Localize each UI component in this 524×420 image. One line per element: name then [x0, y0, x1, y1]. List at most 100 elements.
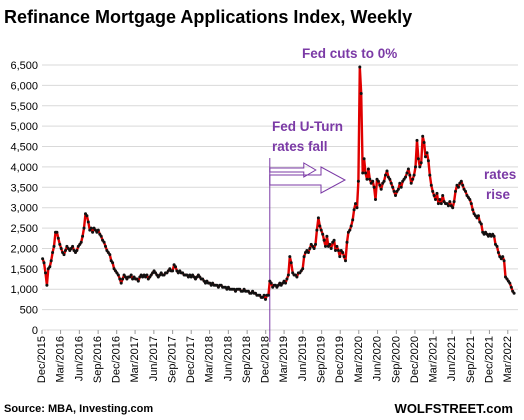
data-point: [86, 220, 90, 224]
x-tick-label: Sep/2017: [167, 336, 179, 383]
y-tick-label: 3,000: [10, 203, 38, 215]
y-tick-label: 1,500: [10, 264, 38, 276]
data-point: [279, 283, 283, 287]
data-point: [496, 251, 500, 254]
data-point: [64, 249, 67, 252]
x-tick-label: Jun/2021: [446, 336, 458, 381]
y-tick-label: 3,500: [10, 182, 38, 194]
data-point: [361, 171, 365, 175]
x-tick-label: Mar/2021: [427, 336, 439, 382]
data-point: [345, 240, 349, 244]
data-point: [284, 281, 287, 285]
data-point: [412, 173, 416, 177]
data-point: [479, 222, 483, 226]
data-point: [448, 200, 452, 204]
data-point: [85, 214, 89, 218]
data-point: [49, 259, 53, 263]
data-point: [391, 185, 395, 189]
data-point: [434, 198, 437, 201]
data-point: [358, 65, 362, 69]
y-tick-label: 4,500: [10, 142, 38, 154]
y-tick-label: 5,000: [10, 121, 38, 133]
data-point: [352, 208, 356, 212]
data-point: [42, 261, 46, 265]
x-tick-label: Jun/2017: [148, 336, 160, 381]
data-point: [471, 208, 475, 212]
data-point: [464, 189, 467, 193]
y-tick-label: 500: [20, 305, 38, 317]
x-tick-label: Sep/2016: [92, 336, 104, 383]
data-point: [211, 281, 215, 285]
data-point: [332, 238, 336, 242]
data-point: [334, 249, 337, 252]
data-point: [438, 198, 442, 201]
data-point: [341, 251, 345, 254]
data-point: [502, 259, 506, 263]
data-point: [338, 255, 342, 259]
data-point: [111, 261, 115, 265]
annotation-fed-uturn: Fed U-Turn: [272, 119, 343, 134]
y-tick-label: 6,500: [10, 60, 38, 72]
data-point: [359, 92, 363, 95]
data-point: [328, 242, 332, 246]
y-tick-label: 1,000: [10, 284, 38, 296]
y-tick-label: 4,000: [10, 162, 38, 174]
data-point: [312, 247, 316, 250]
data-point: [404, 175, 407, 179]
data-point: [372, 185, 376, 189]
data-point: [119, 281, 123, 285]
data-point: [396, 187, 400, 191]
data-point: [411, 177, 415, 181]
data-point: [314, 242, 317, 246]
data-point: [366, 167, 370, 171]
x-tick-label: Mar/2018: [204, 336, 216, 382]
annotation-shapes: [269, 158, 347, 342]
data-point: [419, 161, 423, 165]
x-tick-label: Jun/2016: [73, 336, 85, 381]
data-point: [459, 179, 463, 183]
data-point: [428, 173, 432, 177]
data-point: [201, 277, 205, 281]
data-point: [431, 189, 435, 193]
data-point: [362, 157, 366, 161]
data-point: [241, 289, 245, 293]
data-point: [498, 255, 502, 259]
data-point: [425, 151, 429, 155]
x-tick-label: Mar/2017: [129, 336, 141, 382]
y-tick-label: 0: [32, 325, 38, 337]
data-point: [264, 297, 267, 301]
brand-label: WOLFSTREET.com: [395, 401, 513, 416]
data-point: [476, 214, 480, 218]
data-point: [394, 194, 397, 197]
x-tick-label: Dec/2021: [483, 336, 495, 383]
data-point: [509, 285, 513, 289]
data-point: [451, 206, 455, 210]
data-point: [354, 202, 357, 206]
data-point: [365, 177, 369, 181]
data-point: [344, 259, 347, 263]
data-point: [295, 275, 299, 279]
data-point: [389, 181, 393, 185]
data-point: [355, 206, 359, 210]
data-point: [416, 157, 420, 161]
data-point: [409, 181, 413, 185]
data-point: [181, 271, 185, 275]
data-point: [408, 173, 412, 177]
data-point: [441, 194, 445, 197]
data-point: [45, 283, 49, 287]
data-point: [398, 181, 402, 185]
data-point: [318, 224, 322, 228]
data-point: [52, 244, 56, 248]
x-tick-label: Mar/2016: [55, 336, 67, 382]
data-point: [41, 257, 45, 261]
data-point: [59, 247, 63, 250]
data-point: [349, 224, 353, 228]
data-point: [51, 251, 55, 254]
data-point: [469, 202, 473, 206]
data-point: [269, 281, 273, 285]
data-point: [468, 198, 472, 201]
data-point: [426, 159, 430, 163]
x-tick-label: Sep/2018: [241, 336, 253, 383]
data-point: [116, 273, 120, 277]
